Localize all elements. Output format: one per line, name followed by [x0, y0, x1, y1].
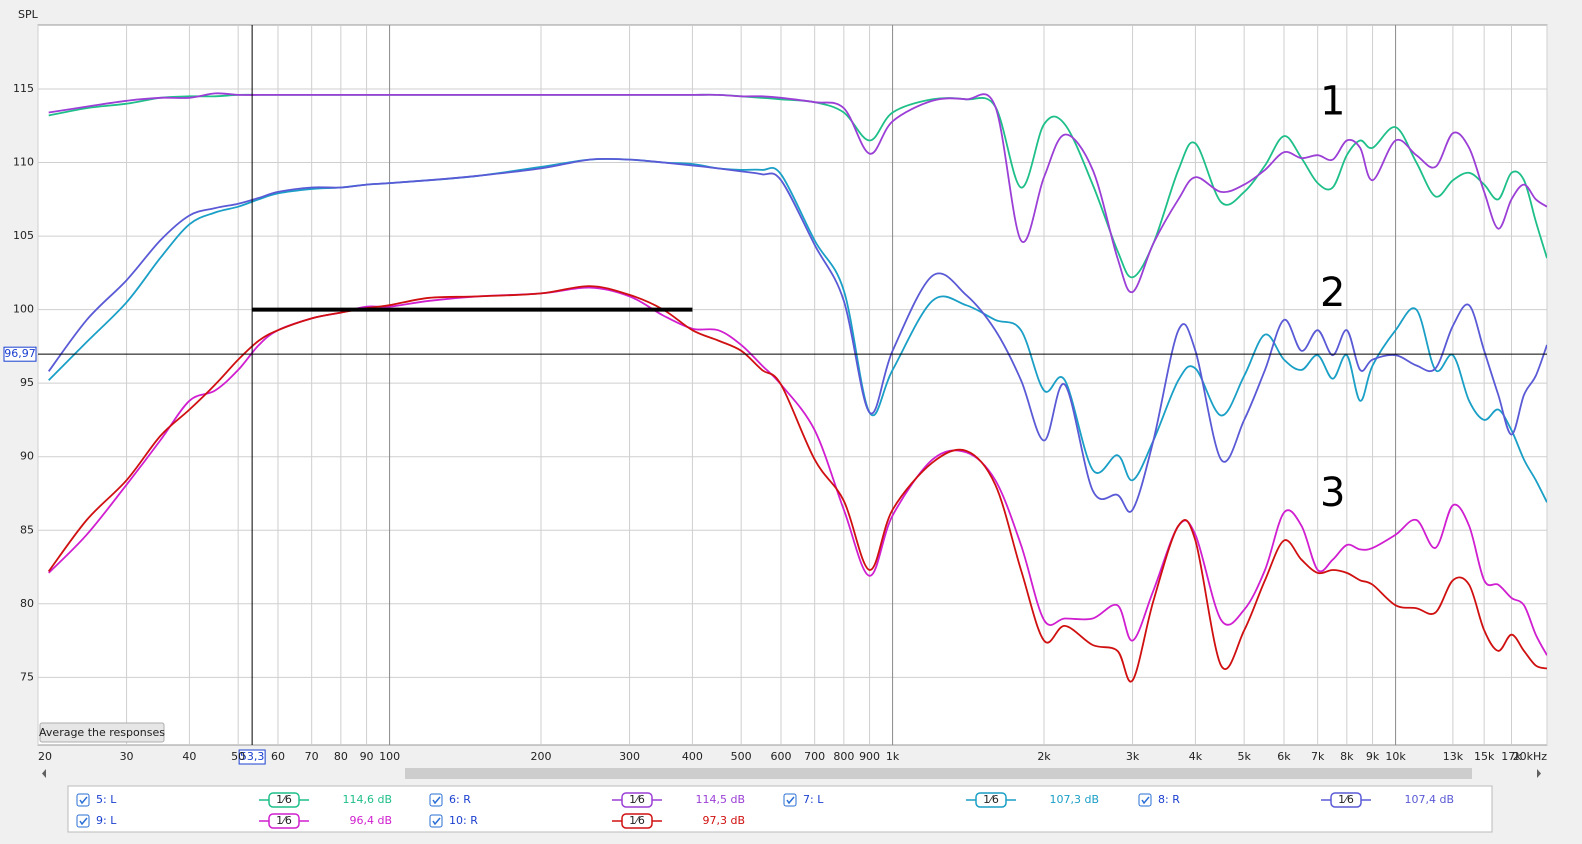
legend-name: 9: L — [96, 814, 117, 827]
x-tick-label: 15k — [1474, 750, 1495, 763]
legend-name: 6: R — [449, 793, 471, 806]
legend-checkbox[interactable] — [429, 793, 443, 807]
x-tick-label: 200 — [531, 750, 552, 763]
average-button-label[interactable]: Average the responses — [39, 726, 165, 739]
legend-swatch-box — [268, 813, 300, 829]
x-tick-label: 20kHz — [1513, 750, 1548, 763]
cursor-y-box — [3, 346, 37, 362]
y-tick-label: 105 — [13, 229, 34, 242]
x-tick-label: 600 — [770, 750, 791, 763]
x-tick-label: 70 — [305, 750, 319, 763]
legend — [67, 785, 1493, 833]
y-tick-label: 80 — [20, 597, 34, 610]
legend-name: 5: L — [96, 793, 117, 806]
legend-swatch-box — [1330, 792, 1362, 808]
legend-check[interactable] — [79, 796, 88, 805]
y-tick-label: 110 — [13, 156, 34, 169]
x-tick-label: 800 — [833, 750, 854, 763]
x-tick-label: 13k — [1443, 750, 1464, 763]
x-tick-label: 900 — [859, 750, 880, 763]
response-curve — [48, 92, 1547, 293]
legend-check[interactable] — [1141, 796, 1150, 805]
x-tick-label: 6k — [1277, 750, 1291, 763]
y-tick-label: 100 — [13, 303, 34, 316]
y-tick-label: 115 — [13, 82, 34, 95]
cursor-x-label: 53,3 — [240, 750, 265, 763]
legend-name: 10: R — [449, 814, 478, 827]
y-tick-label: 75 — [20, 670, 34, 683]
x-tick-label: 4k — [1189, 750, 1203, 763]
x-tick-label: 300 — [619, 750, 640, 763]
legend-smoothing: 1⁄6 — [629, 793, 645, 806]
legend-name: 8: R — [1158, 793, 1180, 806]
scroll-right[interactable] — [1537, 769, 1541, 778]
overlay: 1 2 3 53,3 96,97 — [3, 25, 1547, 765]
cursor-x-box — [238, 749, 266, 765]
legend-checkbox[interactable] — [1138, 793, 1152, 807]
cursor-y-label: 96,97 — [4, 347, 36, 360]
x-tick-label: 10k — [1385, 750, 1406, 763]
x-tick-label: 3k — [1126, 750, 1140, 763]
legend-smoothing: 1⁄6 — [276, 814, 292, 827]
legend-smoothing: 1⁄6 — [276, 793, 292, 806]
x-tick-label: 100 — [379, 750, 400, 763]
response-curve — [47, 157, 1547, 513]
annotation: 3 — [1320, 470, 1345, 516]
x-tick-label: 50 — [231, 750, 245, 763]
plot-area — [37, 24, 1548, 746]
y-axis-label: SPL — [18, 8, 39, 21]
x-tick-label: 2k — [1037, 750, 1051, 763]
x-tick-label: 30 — [120, 750, 134, 763]
legend-check[interactable] — [786, 796, 795, 805]
response-curve — [47, 285, 1547, 683]
x-tick-label: 80 — [334, 750, 348, 763]
x-tick-label: 20 — [38, 750, 52, 763]
legend-checkbox[interactable] — [429, 814, 443, 828]
x-tick-label: 8k — [1340, 750, 1354, 763]
x-tick-label: 400 — [682, 750, 703, 763]
legend-check[interactable] — [79, 817, 88, 826]
y-tick-label: 90 — [20, 450, 34, 463]
legend-checkbox[interactable] — [783, 793, 797, 807]
legend-check[interactable] — [432, 796, 441, 805]
legend-smoothing: 1⁄6 — [1338, 793, 1354, 806]
legend-swatch-box — [621, 813, 653, 829]
x-tick-label: 40 — [182, 750, 196, 763]
y-tick-label: 95 — [20, 376, 34, 389]
x-tick-label: 500 — [731, 750, 752, 763]
y-tick-label: 85 — [20, 523, 34, 536]
legend-smoothing: 1⁄6 — [983, 793, 999, 806]
legend-swatch-box — [621, 792, 653, 808]
legend-swatch-box — [268, 792, 300, 808]
x-tick-label: 9k — [1366, 750, 1380, 763]
x-tick-label: 60 — [271, 750, 285, 763]
legend-checkbox[interactable] — [76, 814, 90, 828]
x-tick-label: 1k — [886, 750, 900, 763]
scroll-left[interactable] — [42, 769, 46, 778]
legend-level: 97,3 dB — [702, 814, 745, 827]
legend-checkbox[interactable] — [76, 793, 90, 807]
legend-level: 107,3 dB — [1049, 793, 1099, 806]
legend-level: 114,5 dB — [695, 793, 745, 806]
x-tick-label: 700 — [804, 750, 825, 763]
legend-level: 114,6 dB — [342, 793, 392, 806]
x-tick-label: 5k — [1237, 750, 1251, 763]
x-tick-label: 90 — [360, 750, 374, 763]
average-button[interactable] — [39, 722, 165, 743]
legend-items: 5: L 1⁄6 114,6 dB 6: R 1⁄6 114,5 dB 7: L 1⁄6 107… — [76, 792, 1454, 829]
legend-level: 96,4 dB — [349, 814, 392, 827]
x-tick-label: 7k — [1311, 750, 1325, 763]
curves — [47, 92, 1547, 683]
legend-swatch-box — [975, 792, 1007, 808]
legend-check[interactable] — [432, 817, 441, 826]
annotation: 2 — [1320, 270, 1345, 316]
legend-smoothing: 1⁄6 — [629, 814, 645, 827]
x-tick-label: 17k — [1501, 750, 1522, 763]
legend-level: 107,4 dB — [1404, 793, 1454, 806]
annotation: 1 — [1320, 79, 1345, 125]
legend-name: 7: L — [803, 793, 824, 806]
scrollbar-thumb[interactable] — [405, 768, 1472, 779]
